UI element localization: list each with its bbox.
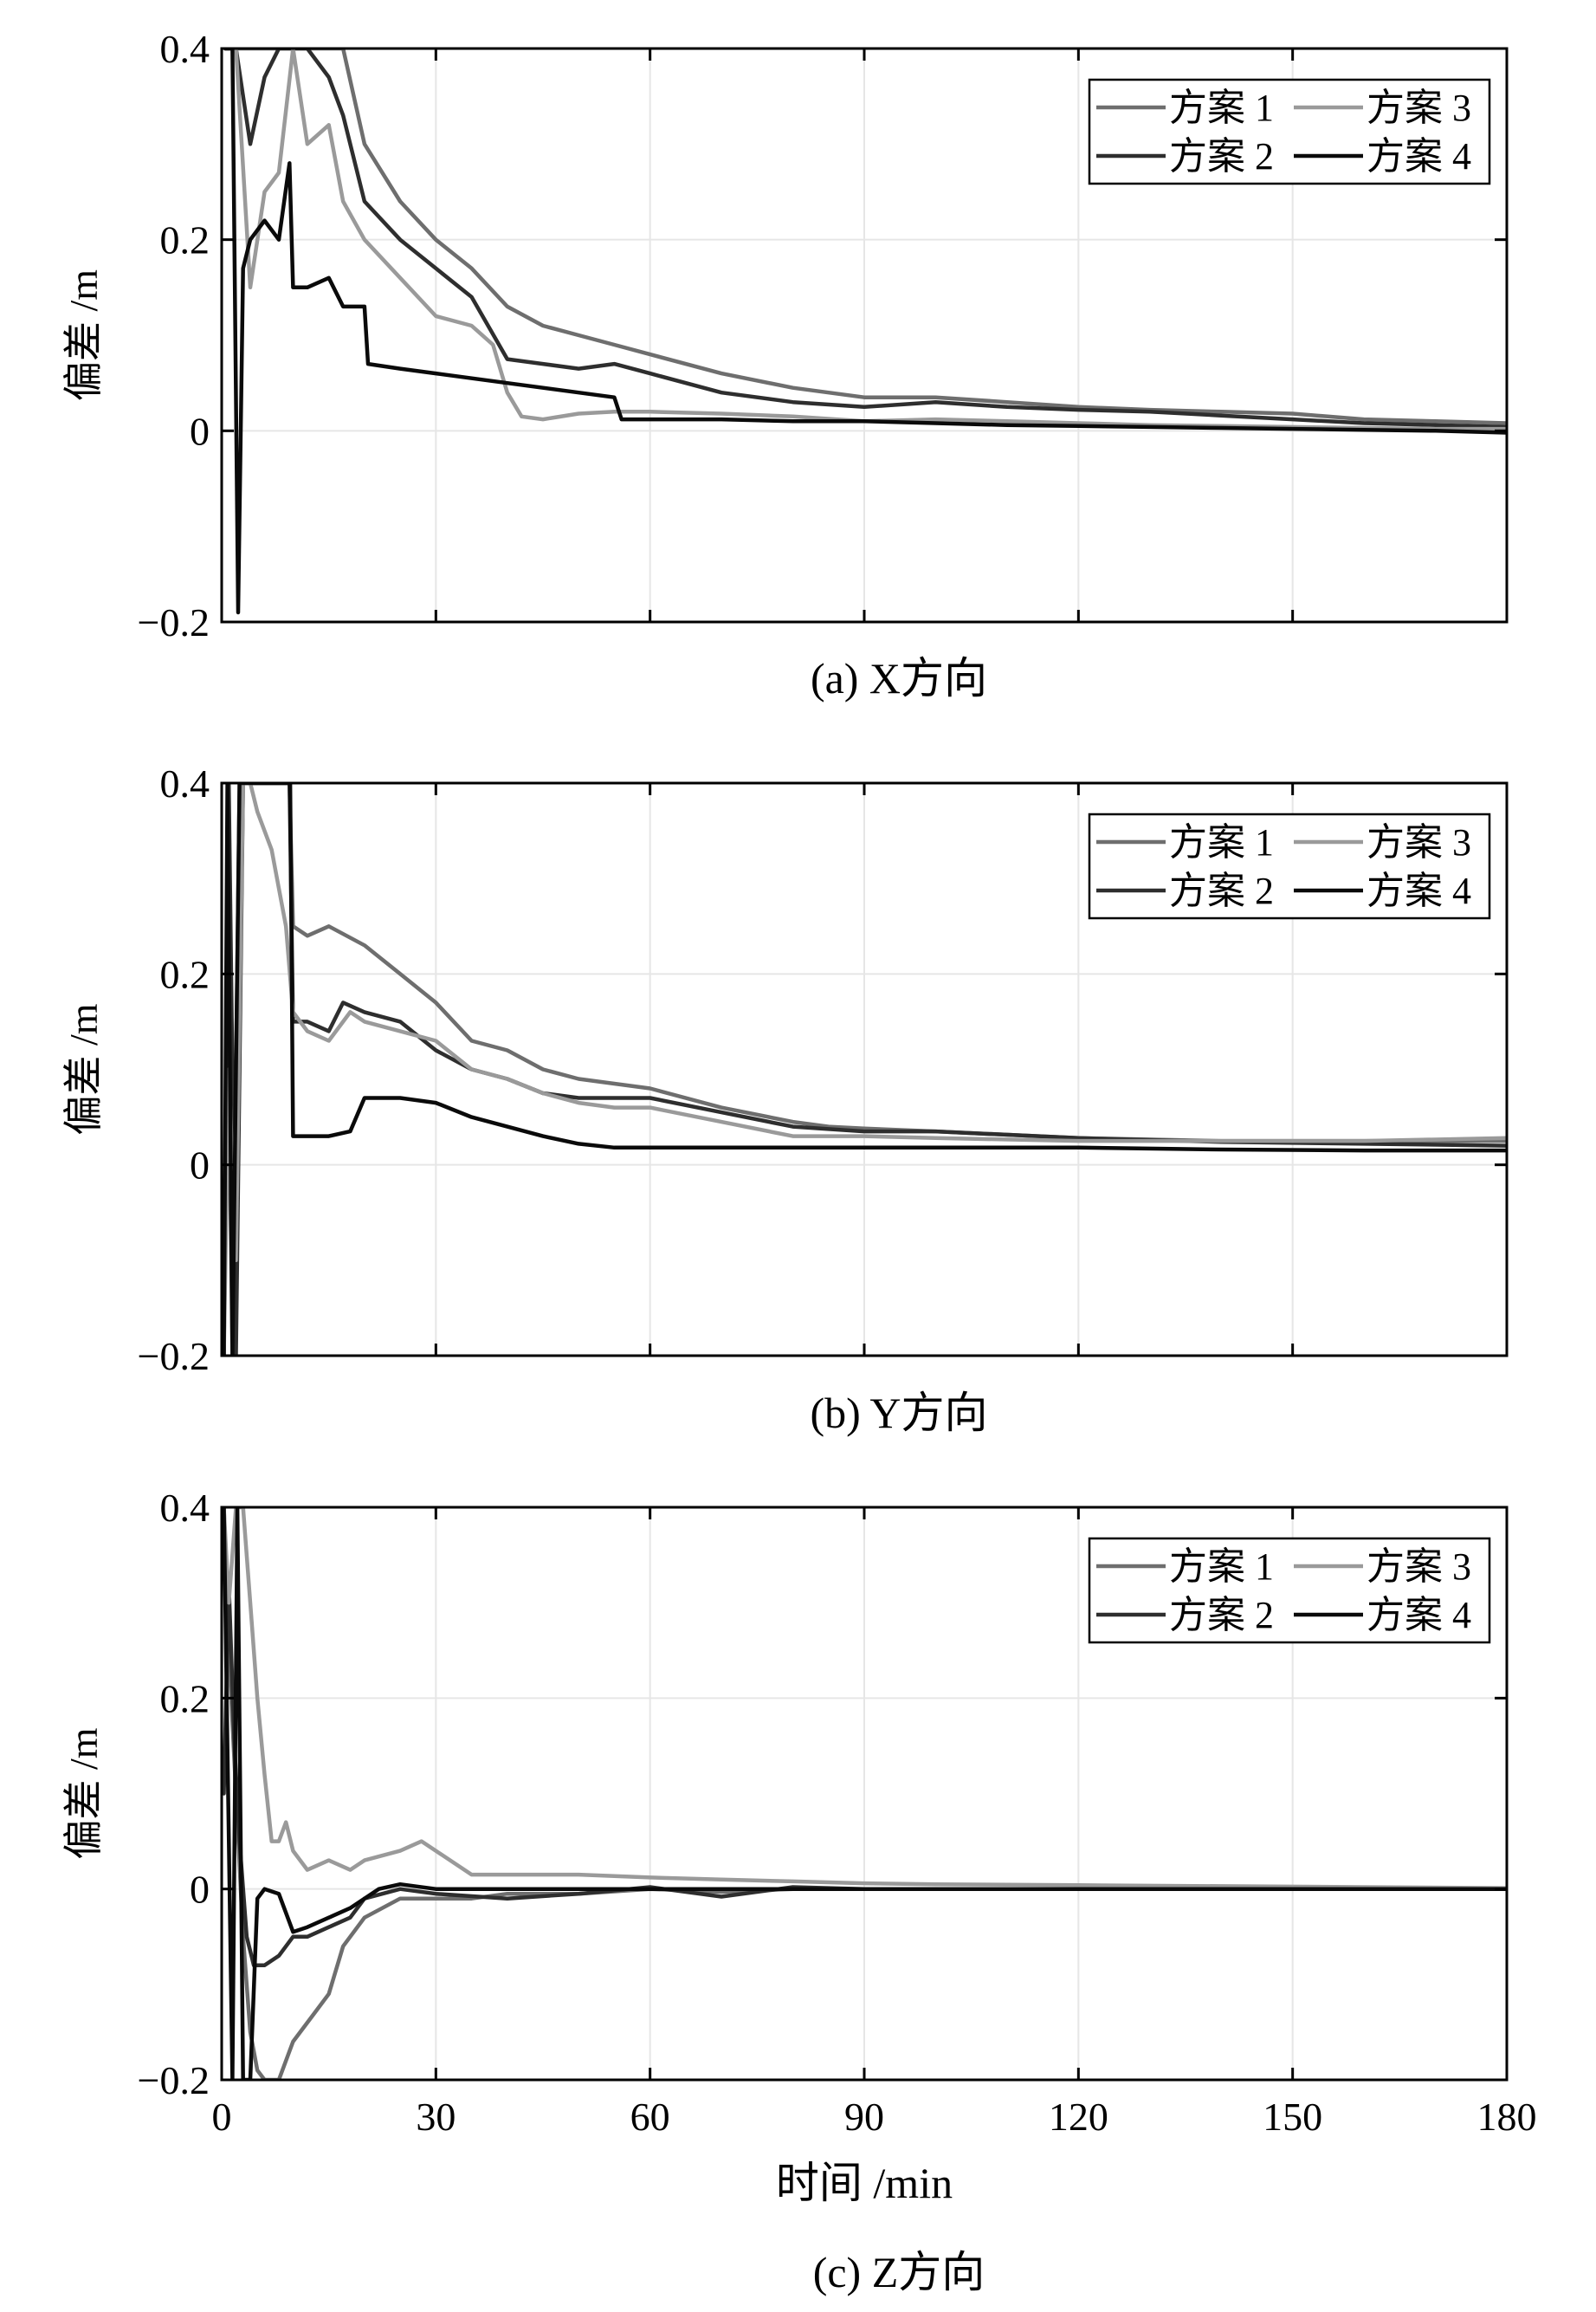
legend-label-1: 方案 1 bbox=[1169, 821, 1274, 864]
chart-panel-1: −0.2 0 0.2 0.4 偏差 /m 方案 1 方案 3 方案 2 方案 4 (a) X方向 bbox=[61, 27, 1509, 703]
y-tick-label: −0.2 bbox=[138, 1334, 210, 1378]
y-tick-label: 0.4 bbox=[160, 27, 210, 71]
series-line-1 bbox=[223, 49, 1507, 425]
panel-caption: (b) Y方向 bbox=[810, 1389, 987, 1437]
legend-label-4: 方案 4 bbox=[1367, 870, 1471, 912]
series-line-3 bbox=[222, 1507, 1507, 1890]
y-tick-label: −0.2 bbox=[138, 2058, 210, 2102]
x-tick-label: 150 bbox=[1263, 2095, 1322, 2139]
legend-label-4: 方案 4 bbox=[1367, 135, 1471, 178]
x-tick-label: 120 bbox=[1049, 2095, 1108, 2139]
series-line-4 bbox=[223, 49, 1507, 615]
x-tick-label: 0 bbox=[212, 2095, 232, 2139]
series-line-2 bbox=[223, 49, 1507, 430]
series-group bbox=[222, 1507, 1507, 2080]
panel-caption: (c) Z方向 bbox=[813, 2248, 985, 2296]
legend-box bbox=[1088, 78, 1491, 185]
series-line-3 bbox=[223, 49, 1507, 431]
legend-box bbox=[1088, 813, 1491, 920]
chart-panel-2: −0.2 0 0.2 0.4 偏差 /m 方案 1 方案 3 方案 2 方案 4 (b) Y方向 bbox=[61, 761, 1509, 1437]
y-axis-label: 偏差 /m bbox=[61, 1003, 106, 1135]
legend-label-2: 方案 2 bbox=[1169, 870, 1274, 912]
legend-label-2: 方案 2 bbox=[1169, 1594, 1274, 1636]
x-axis-label: 时间 /min bbox=[776, 2159, 953, 2207]
y-tick-label: 0.4 bbox=[160, 1486, 210, 1530]
legend-label-3: 方案 3 bbox=[1367, 821, 1471, 864]
legend-label-3: 方案 3 bbox=[1367, 87, 1471, 129]
y-axis-label: 偏差 /m bbox=[61, 269, 106, 401]
y-tick-label: 0 bbox=[190, 1143, 210, 1188]
legend: 方案 1 方案 3 方案 2 方案 4 bbox=[1088, 1537, 1491, 1644]
y-tick-label: 0.2 bbox=[160, 952, 210, 996]
legend-label-1: 方案 1 bbox=[1169, 87, 1274, 129]
series-line-4 bbox=[222, 1507, 1507, 2080]
legend: 方案 1 方案 3 方案 2 方案 4 bbox=[1088, 813, 1491, 920]
y-tick-label: 0.2 bbox=[160, 218, 210, 262]
series-group bbox=[222, 783, 1507, 1356]
series-line-4 bbox=[222, 783, 1507, 1356]
y-tick-label: 0.4 bbox=[160, 761, 210, 806]
x-tick-label: 90 bbox=[844, 2095, 884, 2139]
legend: 方案 1 方案 3 方案 2 方案 4 bbox=[1088, 78, 1491, 185]
y-tick-label: 0 bbox=[190, 1868, 210, 1912]
y-axis-label: 偏差 /m bbox=[61, 1727, 106, 1859]
series-group bbox=[223, 49, 1507, 615]
x-tick-label: 30 bbox=[416, 2095, 456, 2139]
y-tick-label: −0.2 bbox=[138, 600, 210, 644]
legend-label-4: 方案 4 bbox=[1367, 1594, 1471, 1636]
x-tick-label: 180 bbox=[1477, 2095, 1537, 2139]
x-tick-label: 60 bbox=[630, 2095, 670, 2139]
legend-label-3: 方案 3 bbox=[1367, 1545, 1471, 1588]
y-tick-label: 0.2 bbox=[160, 1676, 210, 1720]
series-line-3 bbox=[222, 783, 1507, 1356]
legend-box bbox=[1088, 1537, 1491, 1644]
y-tick-label: 0 bbox=[190, 409, 210, 453]
legend-label-2: 方案 2 bbox=[1169, 135, 1274, 178]
series-line-2 bbox=[222, 783, 1507, 1356]
legend-label-1: 方案 1 bbox=[1169, 1545, 1274, 1588]
panel-caption: (a) X方向 bbox=[811, 654, 987, 703]
